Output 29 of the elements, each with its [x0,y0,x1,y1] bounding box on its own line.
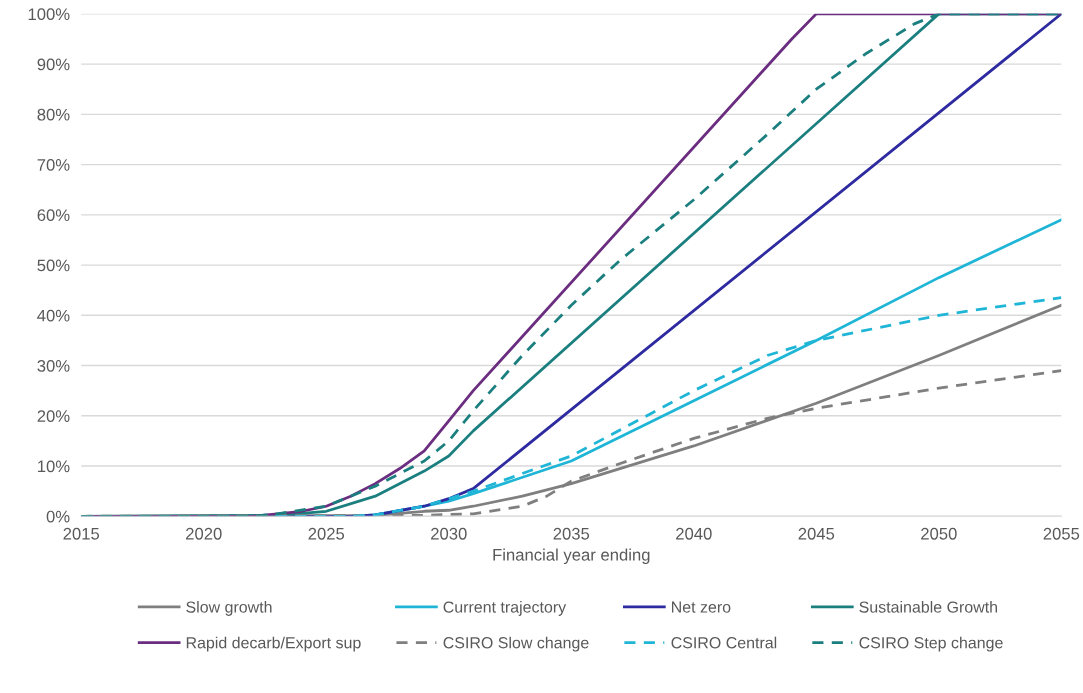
legend-label: Net zero [672,601,731,613]
y-tick-label: 60% [37,209,70,222]
y-tick-label: 40% [37,309,70,322]
legend-label: Sustainable Growth [859,601,998,613]
x-tick-label: 2045 [798,527,835,540]
x-tick-label: 2025 [308,527,345,540]
legend-label: CSIRO Central [671,636,777,649]
x-tick-label: 2015 [63,527,100,540]
y-tick-label: 20% [37,410,70,422]
y-tick-label: 80% [37,108,70,121]
x-tick-label: 2030 [431,527,467,540]
y-tick-label: 0% [46,510,70,523]
y-tick-label: 30% [37,359,70,372]
x-tick-label: 2020 [186,527,222,540]
x-tick-label: 2050 [921,527,957,540]
x-axis-title: Financial year ending [493,548,650,565]
x-tick-label: 2040 [676,527,712,540]
y-tick-label: 70% [37,158,70,171]
legend-label: Current trajectory [443,601,567,616]
legend-label: CSIRO Slow change [443,636,589,652]
x-tick-label: 2055 [1043,527,1080,540]
y-tick-label: 90% [37,58,70,71]
legend-label: Slow growth [186,601,272,616]
y-tick-label: 10% [38,460,70,473]
x-tick-label: 2035 [553,527,590,540]
legend-label: CSIRO Step change [859,636,1003,652]
legend-label: Rapid decarb/Export sup [186,636,361,652]
y-tick-label: 100% [28,8,70,21]
y-tick-label: 50% [37,259,70,272]
